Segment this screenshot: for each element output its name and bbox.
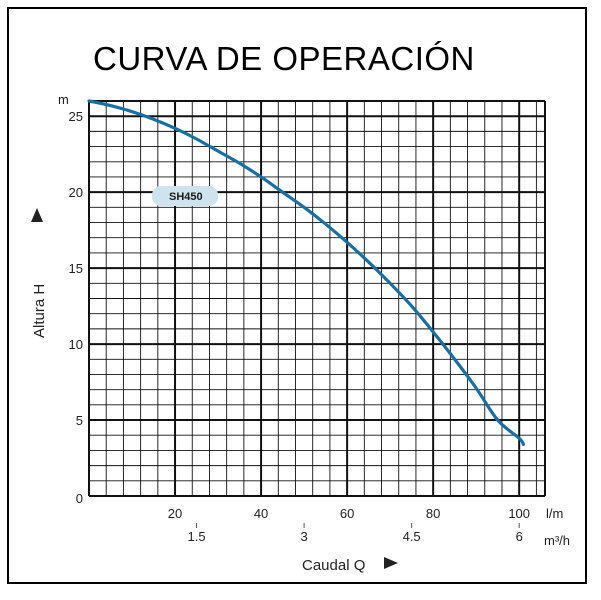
y-unit-label: m <box>58 92 69 107</box>
y-tick-label: 15 <box>69 261 83 276</box>
grid <box>88 100 546 497</box>
series-line-sh450 <box>87 99 526 446</box>
x-tick-label: 60 <box>340 506 354 521</box>
x-axis-title: Caudal Q <box>302 557 365 574</box>
axis-labels: 0 5 10 15 20 25 20 40 60 80 100 1.5 3 4.5 6 <box>69 109 531 544</box>
x2-tick-label: 1.5 <box>188 529 206 544</box>
x2-tick-label: 3 <box>300 529 307 544</box>
y-axis-arrow-icon <box>31 208 43 222</box>
series-label-badge: SH450 <box>152 186 218 206</box>
x-tick-label: 80 <box>426 506 440 521</box>
series-label: SH450 <box>169 191 203 203</box>
x-tick-label: 100 <box>508 506 530 521</box>
chart-title: CURVA DE OPERACIÓN <box>93 40 475 77</box>
x-tick-label: 20 <box>168 506 182 521</box>
x-tick-label: 40 <box>254 506 268 521</box>
y-tick-label: 5 <box>76 413 83 428</box>
x-axis-arrow-icon <box>384 557 398 569</box>
y-tick-label: 25 <box>69 109 83 124</box>
y-tick-label: 0 <box>76 491 83 506</box>
x2-unit-label: m³/h <box>544 533 570 548</box>
series-badge-bg <box>152 186 218 206</box>
x2-tick-label: 6 <box>516 529 523 544</box>
y-tick-label: 20 <box>69 185 83 200</box>
y-tick-label: 10 <box>69 337 83 352</box>
y-axis-title: Altura H <box>31 284 48 338</box>
x-unit-label: l/m <box>546 506 563 521</box>
x2-tick-label: 4.5 <box>403 529 421 544</box>
